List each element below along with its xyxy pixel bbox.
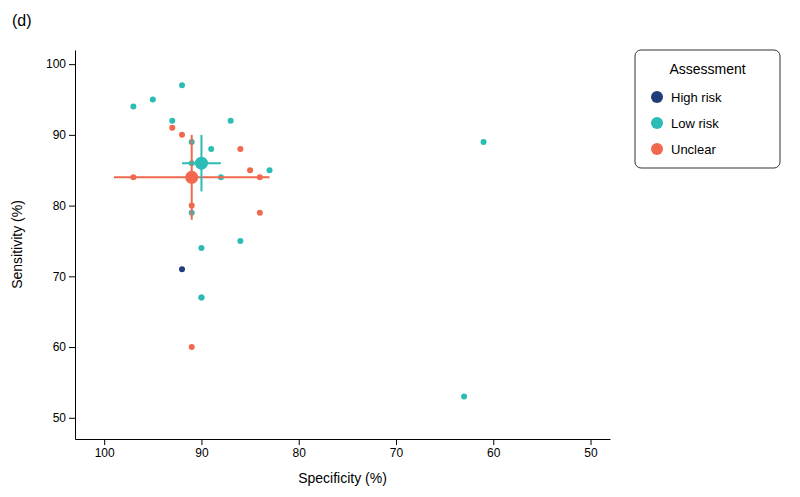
series-points [179, 266, 185, 272]
point [257, 210, 263, 216]
point [267, 167, 273, 173]
x-tick-label: 70 [390, 446, 404, 460]
series-points [130, 82, 486, 399]
x-tick-mark [104, 439, 105, 445]
y-tick-label: 70 [53, 270, 67, 284]
x-axis-line [76, 439, 611, 440]
legend-label: High risk [671, 90, 722, 105]
y-tick-label: 100 [46, 57, 66, 71]
y-tick: 100 [46, 57, 75, 71]
marks [114, 82, 487, 399]
x-tick-mark [591, 439, 592, 445]
plot-area: 100 90 80 70 60 50 50 60 70 80 90 100 [46, 51, 611, 460]
point [228, 118, 234, 124]
x-axis-title: Specificity (%) [298, 470, 387, 486]
legend-frame [635, 50, 780, 168]
x-tick: 100 [95, 439, 115, 460]
legend-swatch [651, 117, 663, 129]
y-tick-label: 50 [53, 411, 67, 425]
point [150, 97, 156, 103]
x-tick-mark [396, 439, 397, 445]
y-tick-mark [69, 347, 75, 348]
x-tick: 50 [584, 439, 598, 460]
y-tick-label: 80 [53, 199, 67, 213]
point [130, 104, 136, 110]
series-points [130, 125, 262, 350]
x-tick-label: 50 [584, 446, 598, 460]
y-axis: 50 60 70 80 90 100 [46, 51, 76, 440]
x-tick-mark [201, 439, 202, 445]
x-tick: 60 [487, 439, 501, 460]
x-tick-label: 80 [293, 446, 307, 460]
y-axis-title: Sensitivity (%) [9, 200, 25, 289]
point [247, 167, 253, 173]
y-tick: 80 [53, 199, 75, 213]
point [237, 146, 243, 152]
legend-swatch [651, 91, 663, 103]
point [198, 295, 204, 301]
legend: Assessment High risk Low risk Unclear [635, 50, 780, 168]
legend-label: Low risk [671, 116, 719, 131]
y-tick: 50 [53, 411, 75, 425]
point [189, 344, 195, 350]
y-tick: 60 [53, 340, 75, 354]
summary [182, 135, 221, 192]
x-tick: 80 [293, 439, 307, 460]
x-axis: 100 90 80 70 60 50 [76, 439, 611, 460]
legend-label: Unclear [671, 142, 716, 157]
point [481, 139, 487, 145]
y-tick: 90 [53, 128, 75, 142]
y-tick-mark [69, 64, 75, 65]
y-tick-label: 60 [53, 340, 67, 354]
y-axis-line [75, 51, 76, 440]
title: (d) [12, 12, 32, 29]
point [179, 266, 185, 272]
legend-swatch [651, 143, 663, 155]
y-tick: 70 [53, 270, 75, 284]
summary-point [185, 171, 198, 184]
point [208, 146, 214, 152]
point [179, 82, 185, 88]
summary-point [195, 157, 208, 170]
chart: 100 90 80 70 60 50 50 60 70 80 90 100 (d) Specificity… [0, 0, 800, 497]
point [169, 118, 175, 124]
point [237, 238, 243, 244]
point [169, 125, 175, 131]
point [198, 295, 204, 301]
x-tick-label: 60 [487, 446, 501, 460]
point [461, 394, 467, 400]
point [179, 132, 185, 138]
x-tick-label: 90 [195, 446, 209, 460]
y-tick-mark [69, 418, 75, 419]
x-tick: 90 [195, 439, 209, 460]
x-tick-label: 100 [95, 446, 115, 460]
summary [114, 135, 270, 220]
y-tick-mark [69, 135, 75, 136]
y-tick-mark [69, 206, 75, 207]
y-tick-mark [69, 276, 75, 277]
x-tick: 70 [390, 439, 404, 460]
x-tick-mark [493, 439, 494, 445]
y-tick-label: 90 [53, 128, 67, 142]
point [198, 245, 204, 251]
x-tick-mark [299, 439, 300, 445]
legend-title: Assessment [669, 61, 745, 77]
